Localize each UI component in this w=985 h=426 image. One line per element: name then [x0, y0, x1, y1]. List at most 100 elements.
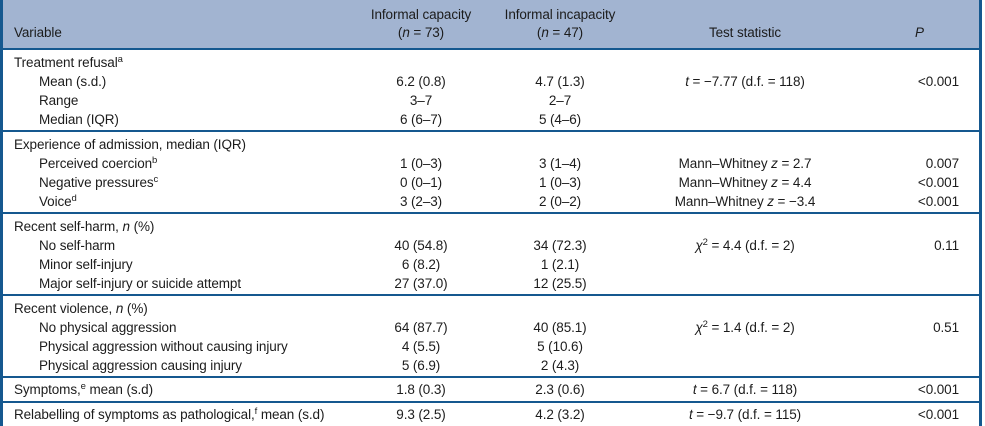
cell-test-statistic: t = −9.7 (d.f. = 115)	[630, 401, 860, 426]
cell-capacity: 1.8 (0.3)	[352, 376, 490, 402]
cell-incapacity: 40 (85.1)	[533, 320, 587, 335]
cell-p-value: 0.51	[933, 320, 959, 335]
cell-p-value	[860, 49, 979, 72]
cell-incapacity: 3 (1–4)	[538, 156, 582, 171]
cell-p-value: 0.007	[925, 156, 959, 171]
cell-test-statistic: χ2 = 1.4 (d.f. = 2)	[695, 319, 795, 335]
cell-capacity: 27 (37.0)	[394, 276, 448, 291]
cell-incapacity: 34 (72.3)	[533, 238, 587, 253]
cell-variable: Range	[39, 93, 79, 108]
cell-p-value	[860, 274, 979, 295]
cell-p-value	[860, 130, 979, 154]
cell-variable: Perceived coercionb	[39, 155, 158, 171]
cell-test-statistic: Mann–Whitney z = −3.4	[674, 194, 816, 209]
col-header-variable: Variable	[3, 0, 352, 50]
cell-capacity	[352, 294, 490, 318]
table-row: No physical aggression 64 (87.7) 40 (85.…	[3, 318, 979, 337]
cell-incapacity: 2 (4.3)	[540, 358, 580, 373]
cell-capacity	[352, 212, 490, 236]
cell-incapacity: 2.3 (0.6)	[490, 376, 630, 402]
cell-variable: Treatment refusala	[14, 54, 123, 70]
col-header-p-value: P	[860, 0, 979, 50]
table-header: Variable Informal capacity (n = 73) Info…	[3, 0, 979, 50]
cell-test-statistic	[630, 255, 860, 274]
cell-p-value	[860, 356, 979, 377]
cell-incapacity: 2–7	[548, 93, 572, 108]
cell-capacity: 5 (6.9)	[401, 358, 441, 373]
col-header-informal-incapacity: Informal incapacity (n = 47)	[490, 0, 630, 50]
cell-p-value	[860, 91, 979, 110]
cell-variable: Major self-injury or suicide attempt	[39, 276, 241, 291]
table-row-section-experience-of-admission: Experience of admission, median (IQR)	[3, 130, 979, 154]
cell-p-value: <0.001	[860, 401, 979, 426]
cell-p-value	[860, 294, 979, 318]
cell-test-statistic	[630, 294, 860, 318]
cell-incapacity: 12 (25.5)	[533, 276, 587, 291]
cell-test-statistic	[630, 130, 860, 154]
cell-capacity: 9.3 (2.5)	[352, 401, 490, 426]
cell-capacity: 3–7	[409, 93, 433, 108]
cell-incapacity: 4.7 (1.3)	[535, 74, 585, 89]
cell-p-value: 0.11	[934, 238, 959, 253]
table-row: Negative pressuresc 0 (0–1) 1 (0–3) Mann…	[3, 173, 979, 192]
cell-incapacity	[490, 294, 630, 318]
cell-variable: No physical aggression	[39, 320, 177, 335]
cell-variable: Symptoms,e mean (s.d)	[3, 376, 352, 402]
col-header-line1: Informal incapacity	[504, 7, 616, 22]
table-row: Major self-injury or suicide attempt 27 …	[3, 274, 979, 295]
table-row-relabelling: Relabelling of symptoms as pathological,…	[3, 401, 979, 426]
cell-test-statistic	[630, 49, 860, 72]
cell-test-statistic	[630, 212, 860, 236]
table-body: Treatment refusala Mean (s.d.) 6.2 (0.8)…	[3, 49, 979, 426]
cell-incapacity: 1 (0–3)	[538, 175, 582, 190]
cell-test-statistic	[630, 337, 860, 356]
cell-variable: Mean (s.d.)	[39, 74, 107, 89]
cell-test-statistic	[630, 356, 860, 377]
cell-incapacity: 2 (0–2)	[538, 194, 582, 209]
cell-p-value	[860, 255, 979, 274]
cell-p-value: <0.001	[860, 376, 979, 402]
cell-incapacity: 5 (4–6)	[538, 112, 582, 127]
cell-variable: Median (IQR)	[39, 112, 119, 127]
cell-test-statistic: t = 6.7 (d.f. = 118)	[630, 376, 860, 402]
col-header-line1: Informal capacity	[370, 7, 472, 22]
table-row-section-recent-self-harm: Recent self-harm, n (%)	[3, 212, 979, 236]
col-header-line2: (n = 73)	[397, 25, 445, 40]
cell-capacity: 6.2 (0.8)	[396, 74, 446, 89]
cell-capacity: 6 (6–7)	[399, 112, 443, 127]
cell-variable: Minor self-injury	[39, 257, 133, 272]
cell-test-statistic	[630, 91, 860, 110]
col-header-informal-capacity: Informal capacity (n = 73)	[352, 0, 490, 50]
header-row: Variable Informal capacity (n = 73) Info…	[3, 0, 979, 50]
col-header-line2: (n = 47)	[536, 25, 584, 40]
cell-variable: Physical aggression causing injury	[39, 358, 242, 373]
cell-incapacity	[490, 212, 630, 236]
table-row: Perceived coercionb 1 (0–3) 3 (1–4) Mann…	[3, 154, 979, 173]
table-row-section-recent-violence: Recent violence, n (%)	[3, 294, 979, 318]
cell-test-statistic	[630, 110, 860, 131]
cell-incapacity	[490, 130, 630, 154]
cell-incapacity: 4.2 (3.2)	[490, 401, 630, 426]
cell-capacity: 4 (5.5)	[401, 339, 441, 354]
cell-variable: Relabelling of symptoms as pathological,…	[3, 401, 352, 426]
cell-test-statistic: χ2 = 4.4 (d.f. = 2)	[695, 237, 795, 253]
table-row-symptoms: Symptoms,e mean (s.d) 1.8 (0.3) 2.3 (0.6…	[3, 376, 979, 402]
cell-capacity	[352, 130, 490, 154]
table-row: Range 3–7 2–7	[3, 91, 979, 110]
cell-capacity: 1 (0–3)	[399, 156, 443, 171]
table-row-section-treatment-refusal: Treatment refusala	[3, 49, 979, 72]
cell-incapacity	[490, 49, 630, 72]
cell-variable: Recent self-harm, n (%)	[3, 212, 352, 236]
cell-variable: No self-harm	[39, 238, 116, 253]
cell-p-value: <0.001	[917, 74, 959, 89]
cell-test-statistic: Mann–Whitney z = 4.4	[678, 175, 812, 190]
statistics-table: Variable Informal capacity (n = 73) Info…	[3, 0, 979, 426]
cell-test-statistic: t = −7.77 (d.f. = 118)	[685, 74, 805, 89]
table-row: Mean (s.d.) 6.2 (0.8) 4.7 (1.3) t = −7.7…	[3, 72, 979, 91]
cell-p-value	[860, 212, 979, 236]
cell-capacity: 6 (8.2)	[401, 257, 441, 272]
cell-variable: Negative pressuresc	[39, 174, 159, 190]
cell-p-value	[860, 337, 979, 356]
cell-variable: Physical aggression without causing inju…	[39, 339, 288, 354]
